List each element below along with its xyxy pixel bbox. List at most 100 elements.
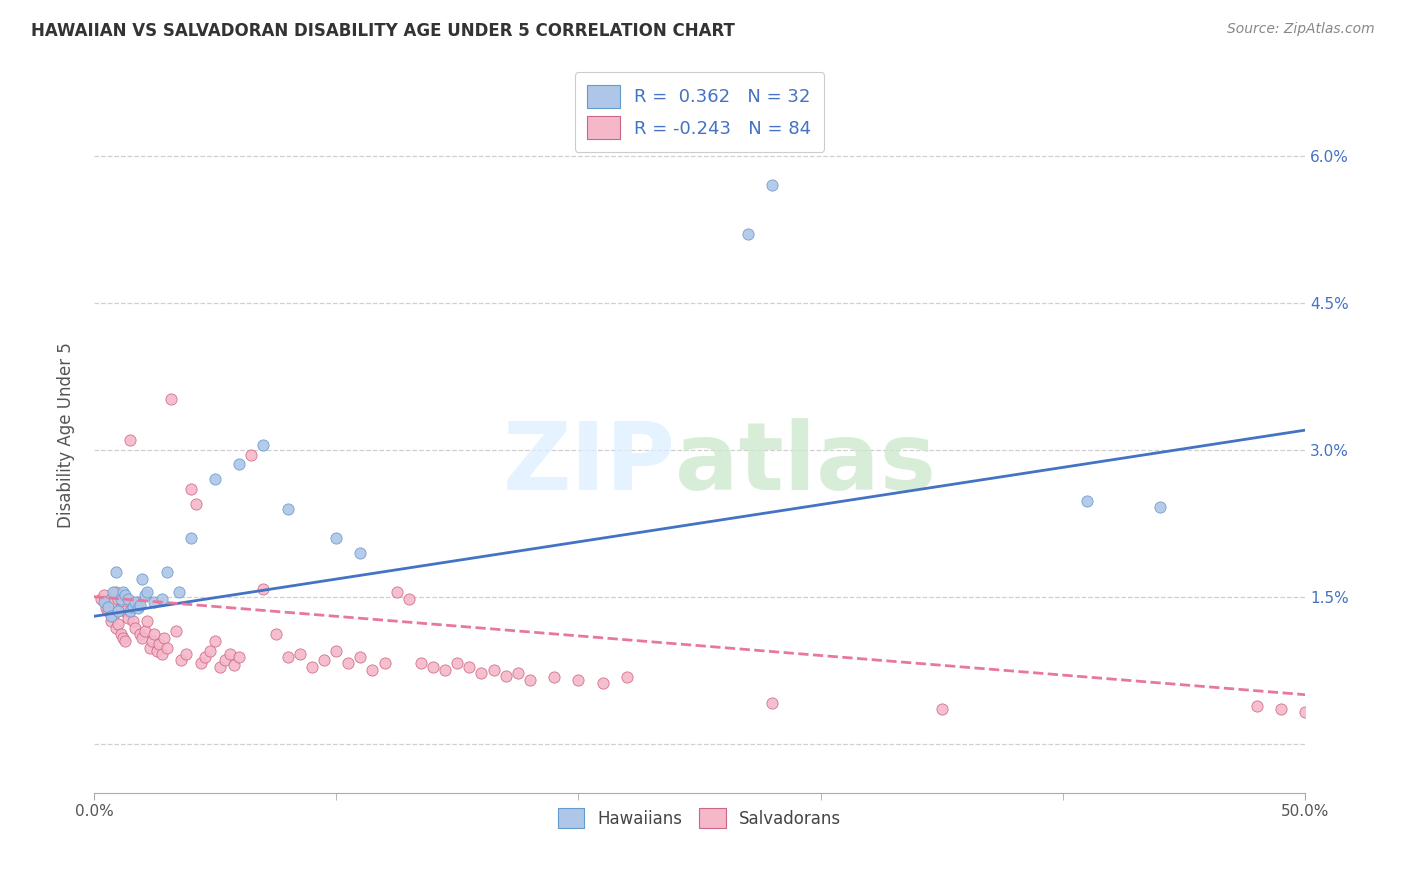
Point [312,653,335,667]
Point [349,650,371,665]
Point [301,660,323,674]
Point [114,604,136,618]
Point [409,657,432,671]
Point [155,640,177,655]
Point [422,660,444,674]
Point [761,178,783,193]
Point [127,601,149,615]
Point [240,448,263,462]
Point [121,614,143,628]
Point [150,591,173,606]
Point [129,627,152,641]
Point [458,660,481,674]
Y-axis label: Disability Age Under 5: Disability Age Under 5 [58,343,75,528]
Point [519,673,541,687]
Point [104,621,127,635]
Point [124,621,146,635]
Point [228,650,250,665]
Point [107,604,129,618]
Point [170,653,193,667]
Point [204,472,226,486]
Point [174,647,197,661]
Point [150,647,173,661]
Point [97,598,120,612]
Point [180,482,202,496]
Point [218,647,240,661]
Point [138,640,160,655]
Point [470,666,492,681]
Point [97,604,120,618]
Point [103,609,125,624]
Point [110,627,132,641]
Point [495,669,517,683]
Point [103,594,125,608]
Point [114,633,136,648]
Point [134,588,156,602]
Point [165,624,187,638]
Point [136,584,159,599]
Point [252,582,274,596]
Point [94,594,117,608]
Point [141,633,163,648]
Point [111,594,134,608]
Point [277,650,299,665]
Point [434,663,457,677]
Point [374,657,396,671]
Point [129,598,152,612]
Point [190,657,212,671]
Point [194,650,217,665]
Point [90,591,112,606]
Point [208,660,231,674]
Point [1270,702,1292,716]
Point [100,609,122,624]
Point [592,676,614,690]
Point [616,670,638,684]
Point [160,392,183,406]
Point [385,584,408,599]
Point [146,643,169,657]
Point [143,594,166,608]
Point [143,627,166,641]
Point [1076,493,1098,508]
Point [506,666,529,681]
Point [131,631,153,645]
Point [228,458,250,472]
Point [124,594,146,608]
Point [94,601,117,615]
Point [167,584,190,599]
Point [482,663,505,677]
Point [252,438,274,452]
Point [136,614,159,628]
Point [1246,699,1268,714]
Text: atlas: atlas [675,417,936,509]
Point [224,658,246,673]
Point [100,614,122,628]
Point [214,653,236,667]
Point [111,584,134,599]
Point [114,588,136,602]
Point [200,643,222,657]
Point [121,599,143,614]
Text: Source: ZipAtlas.com: Source: ZipAtlas.com [1227,22,1375,37]
Point [931,702,953,716]
Point [100,591,122,606]
Point [117,611,139,625]
Point [120,433,142,447]
Legend: Hawaiians, Salvadorans: Hawaiians, Salvadorans [551,802,848,834]
Point [288,647,311,661]
Point [180,531,202,545]
Point [131,572,153,586]
Point [93,594,115,608]
Point [398,591,420,606]
Point [153,631,176,645]
Point [104,565,127,579]
Point [107,591,129,606]
Point [1294,706,1316,720]
Point [134,624,156,638]
Point [117,591,139,606]
Point [264,627,287,641]
Text: ZIP: ZIP [502,417,675,509]
Point [107,617,129,632]
Point [204,633,226,648]
Point [120,604,142,618]
